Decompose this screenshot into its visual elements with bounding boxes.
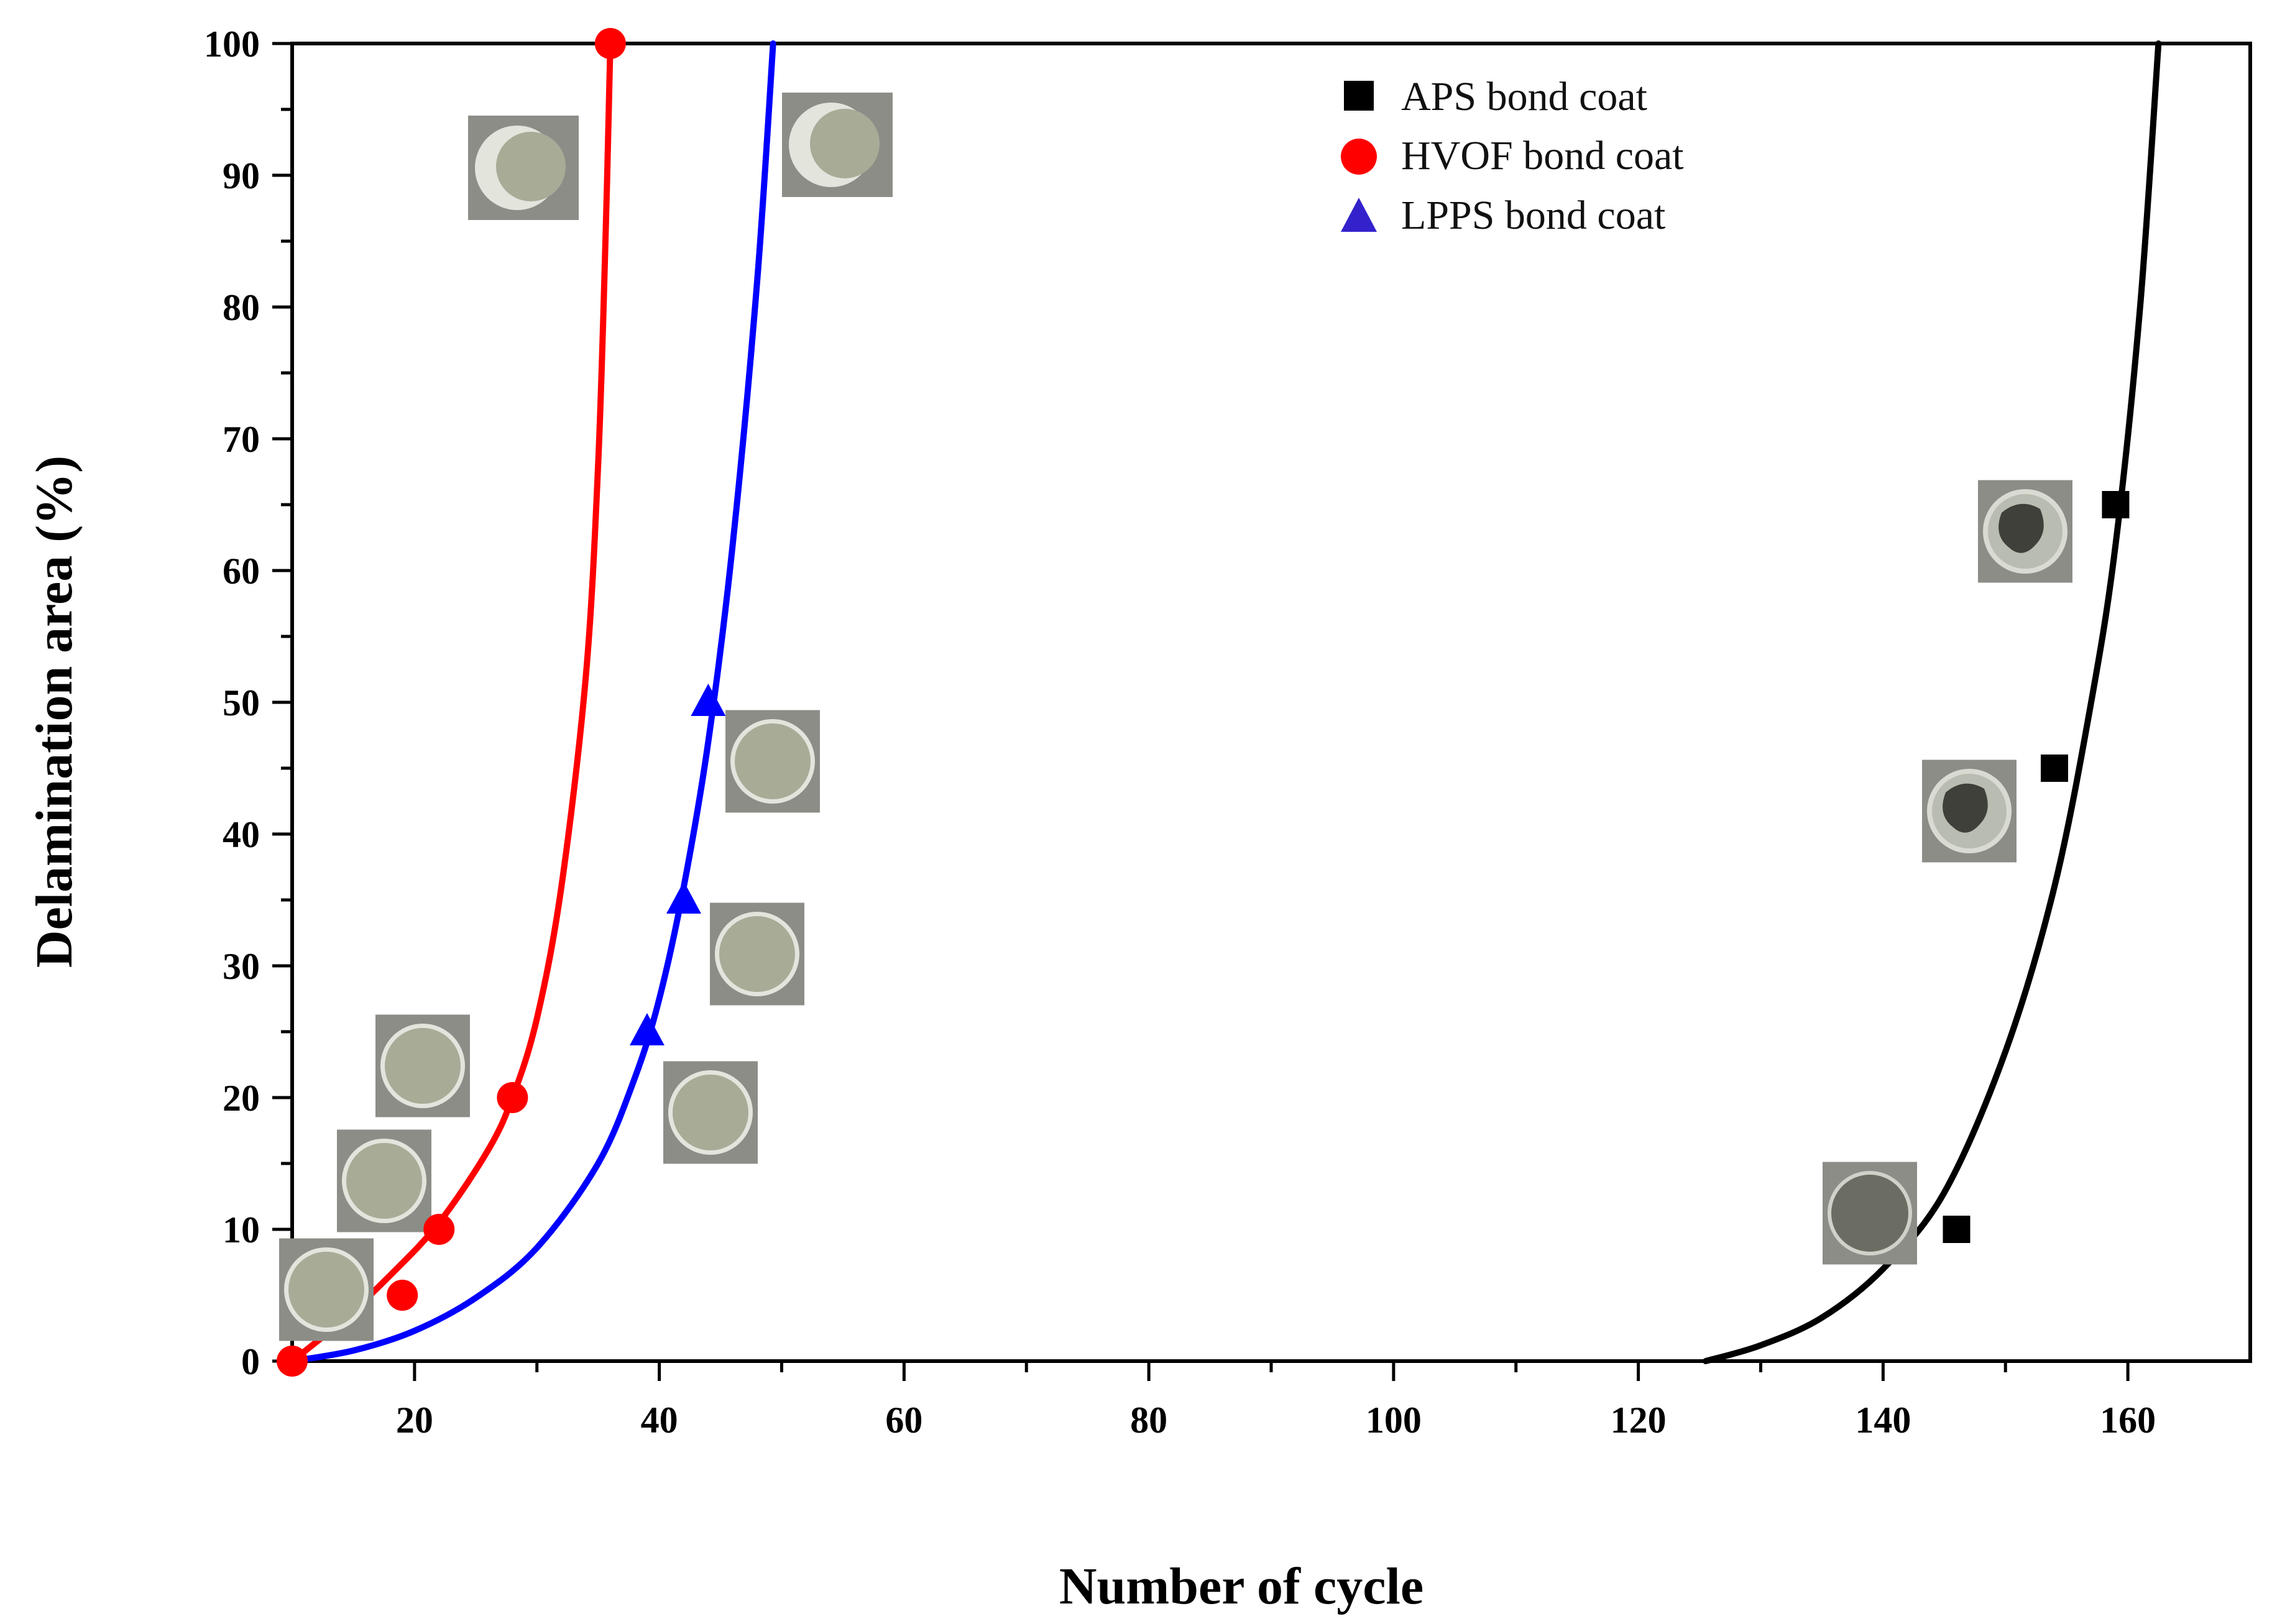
x-tick-label: 20 [396, 1400, 433, 1441]
y-tick-label: 20 [223, 1078, 260, 1119]
aps-fit-curve [1702, 40, 2162, 1364]
lpps-specimen-100 [782, 93, 893, 197]
lpps-specimen-50 [725, 710, 820, 813]
delamination-patch [1943, 783, 1988, 833]
specimen-coating [346, 1143, 422, 1219]
x-axis-title: Number of cycle [1059, 1557, 1423, 1615]
delamination-patch [1998, 503, 2044, 553]
hvof-specimen-10 [337, 1129, 431, 1232]
hvof-specimen-20 [375, 1014, 470, 1117]
lpps-data-point [691, 684, 726, 716]
hvof-data-point [594, 28, 626, 59]
y-tick-label: 30 [223, 946, 260, 987]
hvof-specimen-100 [468, 116, 579, 220]
y-tick-label: 60 [223, 551, 260, 592]
x-tick-label: 100 [1366, 1400, 1422, 1441]
lpps-data-point [666, 881, 701, 914]
aps-data-point [2102, 491, 2130, 518]
y-tick-label: 70 [223, 419, 260, 460]
y-tick-label: 80 [223, 287, 260, 328]
specimen-coating [719, 916, 795, 992]
x-tick-label: 160 [2100, 1400, 2156, 1441]
aps-specimen-10 [1823, 1162, 1917, 1265]
y-axis-title: Delamination area (%) [25, 456, 83, 968]
aps-data-point [2041, 755, 2068, 782]
legend-marker-lpps [1341, 198, 1377, 232]
y-tick-label: 90 [223, 155, 260, 196]
y-tick-label: 40 [223, 814, 260, 855]
legend: APS bond coat HVOF bond coat LPPS bond c… [1341, 74, 1684, 238]
x-tick-label: 80 [1130, 1400, 1167, 1441]
x-tick-label: 60 [885, 1400, 922, 1441]
x-tick-label: 40 [641, 1400, 678, 1441]
hvof-data-point [387, 1280, 418, 1311]
hvof-fit-curve [289, 40, 614, 1364]
specimen-coating [496, 132, 566, 201]
specimen-coating [1831, 1175, 1908, 1252]
aps-data-point [1943, 1216, 1971, 1243]
legend-label-lpps: LPPS bond coat [1401, 193, 1665, 238]
aps-specimen-65 [1978, 480, 2072, 583]
legend-label-aps: APS bond coat [1401, 74, 1647, 119]
fit-curves [289, 40, 2162, 1364]
lpps-specimen-35 [710, 902, 804, 1006]
hvof-data-point [497, 1082, 528, 1113]
y-tick-label: 0 [241, 1341, 260, 1382]
y-tick-label: 50 [223, 682, 260, 723]
lpps-data-point [629, 1013, 665, 1045]
specimen-coating [810, 109, 880, 178]
specimen-coating [288, 1252, 364, 1328]
x-tick-label: 140 [1855, 1400, 1911, 1441]
lpps-specimen-25 [663, 1061, 758, 1164]
lpps-fit-curve [289, 40, 776, 1364]
specimen-coating [735, 723, 811, 799]
legend-marker-hvof [1341, 139, 1377, 175]
hvof-data-point [277, 1346, 308, 1377]
y-tick-label: 10 [223, 1209, 260, 1250]
tick-labels: 0 10 20 30 40 50 60 70 80 90 100 20 40 60 80 100 120 140 1… [204, 24, 2156, 1441]
hvof-data-point [423, 1214, 455, 1245]
legend-marker-aps [1344, 81, 1374, 111]
specimen-coating [673, 1075, 748, 1150]
legend-label-hvof: HVOF bond coat [1401, 133, 1684, 178]
aps-specimen-45 [1922, 759, 2017, 863]
axes-frame [272, 42, 2252, 1381]
data-points [277, 28, 2130, 1377]
hvof-specimen-5 [279, 1238, 374, 1341]
y-tick-label: 100 [204, 24, 260, 65]
specimen-coating [385, 1028, 461, 1104]
specimen-photos [279, 93, 2072, 1341]
x-tick-label: 120 [1611, 1400, 1667, 1441]
